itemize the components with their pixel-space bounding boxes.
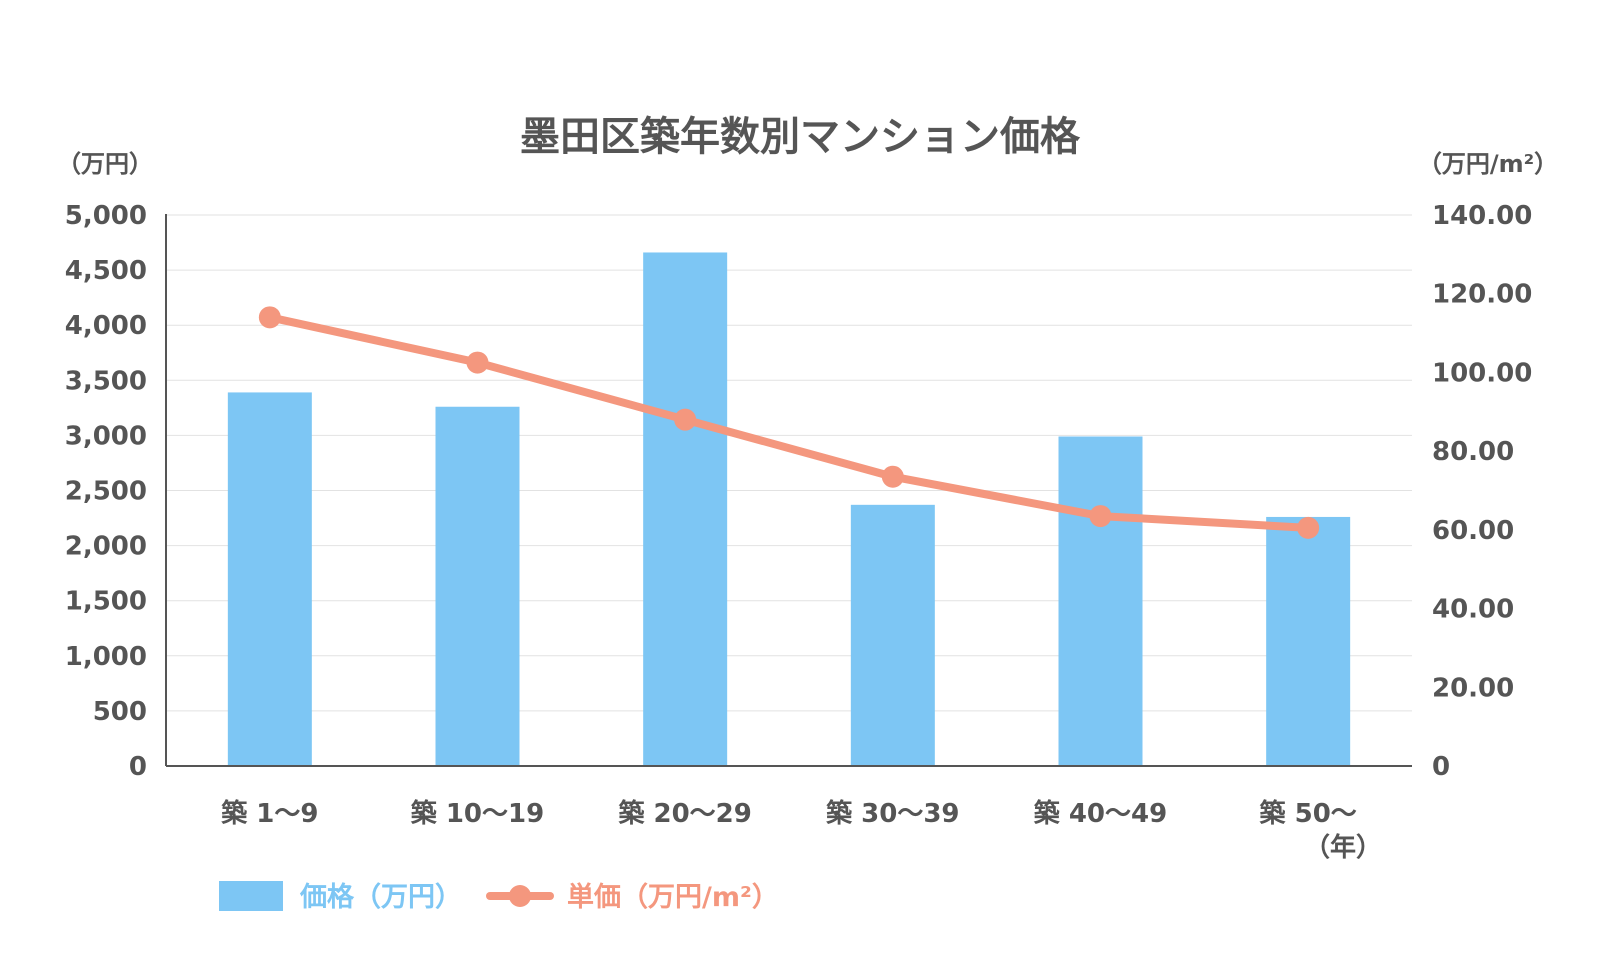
bar <box>435 406 520 766</box>
price-per-m2-line <box>265 313 1313 532</box>
left-tick-label: 5,000 <box>65 201 147 231</box>
bar <box>227 392 312 766</box>
left-tick-label: 4,500 <box>65 256 147 286</box>
bar <box>850 504 935 766</box>
x-axis-unit: （年） <box>1304 832 1382 863</box>
right-tick-label: 140.00 <box>1432 201 1532 231</box>
category-label: 築 40〜49 <box>1033 798 1167 829</box>
legend-bar-label: 価格（万円） <box>299 882 462 913</box>
line-point <box>1089 505 1112 528</box>
right-tick-label: 100.00 <box>1432 358 1532 388</box>
left-tick-label: 0 <box>129 752 147 782</box>
category-label: 築 50〜 <box>1259 798 1357 829</box>
left-tick-label: 4,000 <box>65 311 147 341</box>
right-tick-label: 60.00 <box>1432 516 1514 546</box>
right-tick-label: 120.00 <box>1432 280 1532 310</box>
legend-line-marker <box>509 885 531 907</box>
category-label: 築 1〜9 <box>220 798 318 829</box>
line-point <box>674 408 697 431</box>
right-axis-unit: （万円/m²） <box>1418 150 1558 178</box>
left-tick-label: 1,500 <box>65 587 147 617</box>
axes <box>165 214 1412 767</box>
left-tick-label: 3,000 <box>65 421 147 451</box>
legend-line-label: 単価（万円/m²） <box>567 881 779 913</box>
right-tick-label: 20.00 <box>1432 673 1514 703</box>
chart-title: 墨田区築年数別マンション価格 <box>520 114 1081 160</box>
bar <box>1058 436 1143 766</box>
left-tick-label: 2,500 <box>65 477 147 507</box>
right-tick-label: 0 <box>1432 752 1450 782</box>
line-point <box>466 351 489 374</box>
line-point <box>1297 516 1320 539</box>
right-tick-label: 80.00 <box>1432 437 1514 467</box>
right-tick-label: 40.00 <box>1432 595 1514 625</box>
left-axis-unit: （万円） <box>57 150 153 178</box>
category-label: 築 20〜29 <box>617 798 751 829</box>
grid-lines <box>166 214 1412 712</box>
line-point <box>881 465 904 488</box>
line-point <box>258 306 281 329</box>
category-labels: 築 1〜9 築 10〜19 築 20〜29 築 30〜39 築 40〜49 築 50〜 <box>220 798 1357 829</box>
bar-series <box>227 252 1351 766</box>
left-tick-label: 2,000 <box>65 532 147 562</box>
category-label: 築 30〜39 <box>825 798 959 829</box>
category-label: 築 10〜19 <box>410 798 544 829</box>
legend: 価格（万円） 単価（万円/m²） <box>219 881 779 913</box>
left-tick-label: 3,500 <box>65 366 147 396</box>
legend-bar-swatch <box>219 881 283 911</box>
left-tick-label: 500 <box>93 697 147 727</box>
tick-labels: 0 500 1,000 1,500 2,000 2,500 3,000 3,500 4,000 4… <box>65 201 1533 782</box>
left-tick-label: 1,000 <box>65 642 147 672</box>
line-series <box>258 306 1320 539</box>
bar <box>1266 516 1351 766</box>
bar <box>643 252 728 766</box>
